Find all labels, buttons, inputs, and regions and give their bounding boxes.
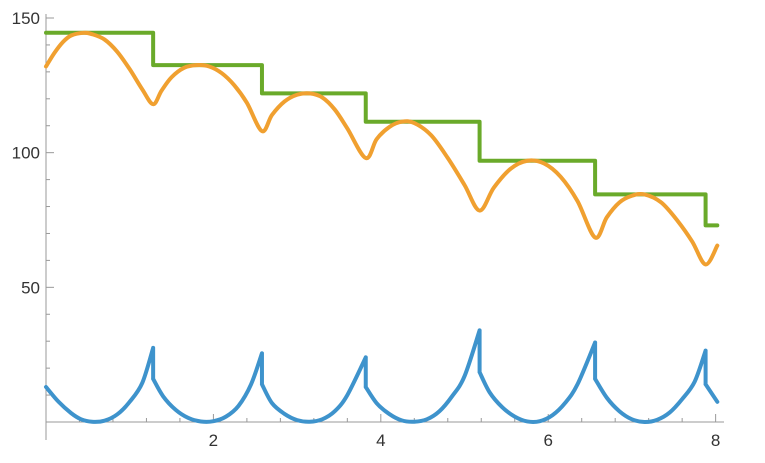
x-tick-label: 4 <box>376 431 385 450</box>
axis-tick-labels: 2 4 6 8 50 100 150 <box>12 9 721 450</box>
x-tick-label: 2 <box>209 431 218 450</box>
x-tick-label: 8 <box>711 431 720 450</box>
axis-ticks <box>46 17 717 422</box>
series-blue-line <box>44 328 720 425</box>
series-layer <box>44 30 720 425</box>
x-tick-label: 6 <box>543 431 552 450</box>
axes <box>45 14 724 440</box>
series-green-step-line <box>44 30 720 228</box>
y-tick-label: 50 <box>21 278 40 297</box>
y-tick-label: 150 <box>12 9 40 28</box>
series-orange-line <box>44 30 720 267</box>
y-tick-label: 100 <box>12 144 40 163</box>
